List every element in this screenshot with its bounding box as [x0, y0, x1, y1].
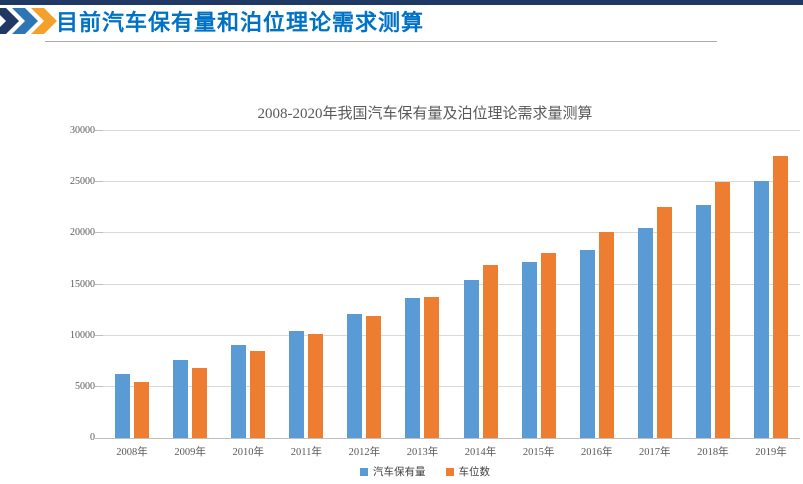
- legend-label: 车位数: [458, 467, 491, 478]
- header-divider: [45, 41, 717, 42]
- y-axis-label: 15000: [70, 278, 95, 290]
- y-axis-label: 0: [90, 432, 95, 443]
- legend-item: 车位数: [445, 464, 491, 479]
- bar-汽车保有量-2011年: [289, 330, 305, 438]
- x-axis-label: 2013年: [406, 447, 439, 458]
- bar-车位数-2011年: [308, 333, 324, 438]
- bar-车位数-2012年: [366, 316, 382, 438]
- x-axis-label: 2017年: [639, 447, 671, 458]
- bar-车位数-2010年: [250, 351, 266, 438]
- bar-汽车保有量-2012年: [347, 314, 363, 438]
- bar-车位数-2015年: [540, 252, 556, 438]
- bar-汽车保有量-2017年: [637, 228, 653, 438]
- legend-item: 汽车保有量: [360, 464, 426, 479]
- bar-车位数-2008年: [134, 381, 150, 438]
- gridline: [103, 283, 800, 285]
- bar-汽车保有量-2008年: [115, 373, 131, 438]
- bar-汽车保有量-2014年: [463, 280, 479, 438]
- x-axis-label: 2015年: [522, 447, 555, 458]
- gridline: [103, 232, 800, 234]
- bar-车位数-2017年: [656, 206, 672, 438]
- chart-title: 2008-2020年我国汽车保有量及泊位理论需求量测算: [257, 106, 593, 122]
- y-axis-tick: [95, 232, 103, 234]
- bar-车位数-2018年: [714, 182, 730, 438]
- y-axis-tick: [95, 130, 103, 131]
- bar-汽车保有量-2009年: [173, 360, 189, 438]
- x-axis-label: 2009年: [174, 447, 206, 458]
- bar-汽车保有量-2015年: [521, 262, 537, 438]
- y-axis-tick: [95, 181, 103, 183]
- gridline: [103, 334, 800, 336]
- page-title: 目前汽车保有量和泊位理论需求测算: [56, 10, 425, 35]
- bar-车位数-2009年: [192, 368, 208, 438]
- bar-车位数-2014年: [482, 265, 498, 438]
- x-axis-label: 2008年: [116, 447, 148, 458]
- x-axis-label: 2012年: [348, 447, 381, 458]
- bar-汽车保有量-2016年: [579, 249, 595, 438]
- bar-车位数-2013年: [424, 296, 440, 438]
- x-axis-label: 2018年: [697, 447, 729, 458]
- bar-汽车保有量-2010年: [231, 344, 247, 438]
- y-axis-label: 5000: [75, 380, 95, 392]
- x-axis-label: 2019年: [755, 447, 787, 458]
- gridline: [103, 181, 800, 183]
- bar-汽车保有量-2013年: [405, 297, 421, 438]
- gridline: [103, 130, 800, 131]
- bar-车位数-2016年: [598, 232, 614, 438]
- y-axis-label: 10000: [70, 329, 95, 341]
- bar-车位数-2019年: [772, 155, 788, 438]
- bar-汽车保有量-2018年: [695, 204, 711, 438]
- top-accent-bar: [0, 0, 803, 5]
- y-axis-tick: [95, 283, 103, 285]
- legend-swatch-icon: [445, 467, 454, 476]
- x-axis-label: 2016年: [580, 447, 613, 458]
- y-axis-tick: [95, 334, 103, 336]
- y-axis-label: 20000: [70, 227, 95, 239]
- x-axis-label: 2011年: [290, 447, 322, 458]
- gridline: [103, 385, 800, 387]
- legend-swatch-icon: [360, 467, 368, 476]
- x-axis-label: 2014年: [464, 447, 497, 458]
- x-axis-label: 2010年: [232, 447, 264, 458]
- chart-legend: 汽车保有量 车位数: [60, 464, 790, 479]
- y-axis-tick: [95, 385, 103, 387]
- x-axis-line: [95, 438, 800, 439]
- y-axis-label: 25000: [70, 176, 95, 188]
- bar-汽车保有量-2019年: [753, 181, 769, 438]
- plot-area: 0 5000 10000 15000 20000 25000 30000: [70, 125, 800, 443]
- legend-label: 汽车保有量: [373, 467, 426, 478]
- y-axis-label: 30000: [70, 125, 95, 136]
